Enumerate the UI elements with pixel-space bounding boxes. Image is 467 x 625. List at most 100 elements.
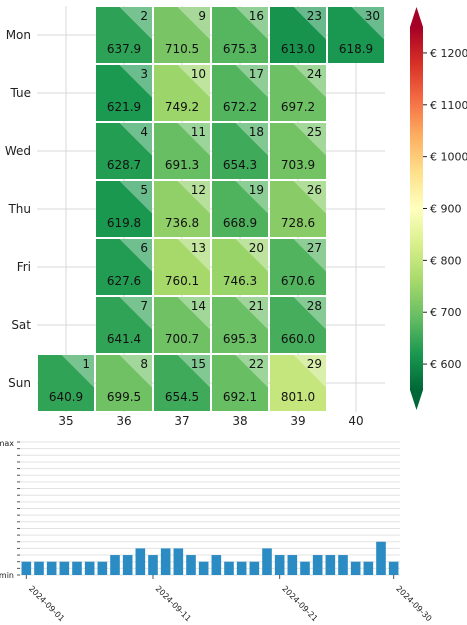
day-number: 3	[140, 67, 148, 81]
daily-bar	[72, 561, 82, 575]
day-value: 668.9	[223, 216, 257, 230]
day-cell: 11 691.3	[154, 123, 210, 179]
day-cell-corner	[177, 181, 210, 214]
day-number: 28	[307, 299, 322, 313]
colorbar-tick-label: € 700	[430, 306, 462, 319]
daily-bar	[59, 561, 70, 575]
day-cell-corner	[177, 65, 210, 98]
colorbar-tick-label: € 800	[430, 254, 462, 267]
heatmap-grid	[37, 6, 385, 412]
daily-bar	[325, 555, 336, 575]
daily-bar	[249, 561, 260, 575]
colorbar-extend-min	[410, 390, 423, 410]
day-cell: 4 628.7	[96, 123, 152, 179]
day-value: 697.2	[281, 100, 315, 114]
day-cell-corner	[177, 297, 210, 330]
day-cell: 13 760.1	[154, 239, 210, 295]
bar-x-tick-label: 2024-09-01	[27, 584, 66, 623]
colorbar-tick-label: € 1100	[430, 99, 467, 112]
day-cell-corner	[235, 7, 268, 40]
day-cell: 29 801.0	[270, 355, 326, 411]
colorbar-extend-max	[410, 7, 423, 27]
day-cell-corner	[119, 123, 152, 156]
day-number: 9	[198, 9, 206, 23]
day-cell-corner	[61, 355, 94, 388]
day-value: 641.4	[107, 332, 141, 346]
day-cell-corner	[177, 355, 210, 388]
day-cell: 23 613.0	[270, 7, 326, 63]
daily-bar	[34, 561, 44, 575]
day-number: 19	[249, 183, 264, 197]
day-cell-corner	[119, 65, 152, 98]
day-cell: 14 700.7	[154, 297, 210, 353]
day-cell: 27 670.6	[270, 239, 326, 295]
day-number: 10	[191, 67, 206, 81]
daily-bar	[198, 561, 209, 575]
week-axis: 35 36 37 38 39 40	[58, 414, 363, 428]
day-cell: 24 697.2	[270, 65, 326, 121]
day-value: 660.0	[281, 332, 315, 346]
day-value: 749.2	[165, 100, 199, 114]
day-value: 728.6	[281, 216, 315, 230]
day-number: 26	[307, 183, 322, 197]
day-number: 16	[249, 9, 264, 23]
daily-bar	[312, 555, 323, 575]
colorbar-tick-label: € 1200	[430, 47, 467, 60]
daily-bar	[376, 541, 386, 575]
day-cell: 7 641.4	[96, 297, 152, 353]
week-label: 39	[290, 414, 305, 428]
day-cell: 9 710.5	[154, 7, 210, 63]
day-number: 12	[191, 183, 206, 197]
day-value: 628.7	[107, 158, 141, 172]
day-cell-corner	[235, 123, 268, 156]
day-number: 23	[307, 9, 322, 23]
daily-bar	[262, 548, 272, 575]
bar-y-min-label: min	[0, 571, 14, 580]
day-number: 5	[140, 183, 148, 197]
weekday-label: Sat	[11, 318, 31, 332]
day-value: 703.9	[281, 158, 315, 172]
day-value: 619.8	[107, 216, 141, 230]
bar-y-max-label: max	[0, 439, 14, 448]
day-cell: 8 699.5	[96, 355, 152, 411]
day-number: 15	[191, 357, 206, 371]
weekday-label: Fri	[17, 260, 31, 274]
daily-bar	[300, 561, 310, 575]
bar-x-tick-label: 2024-09-11	[154, 584, 193, 623]
week-label: 40	[348, 414, 363, 428]
day-cell-corner	[177, 7, 210, 40]
day-value: 654.3	[223, 158, 257, 172]
day-cell-corner	[235, 239, 268, 272]
day-number: 1	[82, 357, 90, 371]
day-cell: 28 660.0	[270, 297, 326, 353]
day-number: 18	[249, 125, 264, 139]
day-value: 637.9	[107, 42, 141, 56]
weekday-label: Wed	[5, 144, 31, 158]
daily-bar	[46, 561, 57, 575]
daily-bar	[173, 548, 184, 575]
day-value: 746.3	[223, 274, 257, 288]
daily-bar	[350, 561, 361, 575]
day-number: 14	[191, 299, 206, 313]
daily-bar	[160, 548, 171, 575]
day-number: 21	[249, 299, 264, 313]
daily-bar	[338, 555, 348, 575]
day-number: 22	[249, 357, 264, 371]
day-value: 700.7	[165, 332, 199, 346]
day-cell: 22 692.1	[212, 355, 268, 411]
day-number: 6	[140, 241, 148, 255]
day-value: 692.1	[223, 390, 257, 404]
day-cell-corner	[293, 123, 326, 156]
day-value: 699.5	[107, 390, 141, 404]
colorbar-tick-label: € 1000	[430, 151, 467, 164]
daily-bar	[363, 561, 374, 575]
day-value: 654.5	[165, 390, 199, 404]
day-value: 618.9	[339, 42, 373, 56]
day-cell-corner	[235, 297, 268, 330]
day-cell-corner	[119, 297, 152, 330]
day-cell: 12 736.8	[154, 181, 210, 237]
day-cell-corner	[293, 65, 326, 98]
day-number: 20	[249, 241, 264, 255]
day-number: 7	[140, 299, 148, 313]
day-value: 736.8	[165, 216, 199, 230]
